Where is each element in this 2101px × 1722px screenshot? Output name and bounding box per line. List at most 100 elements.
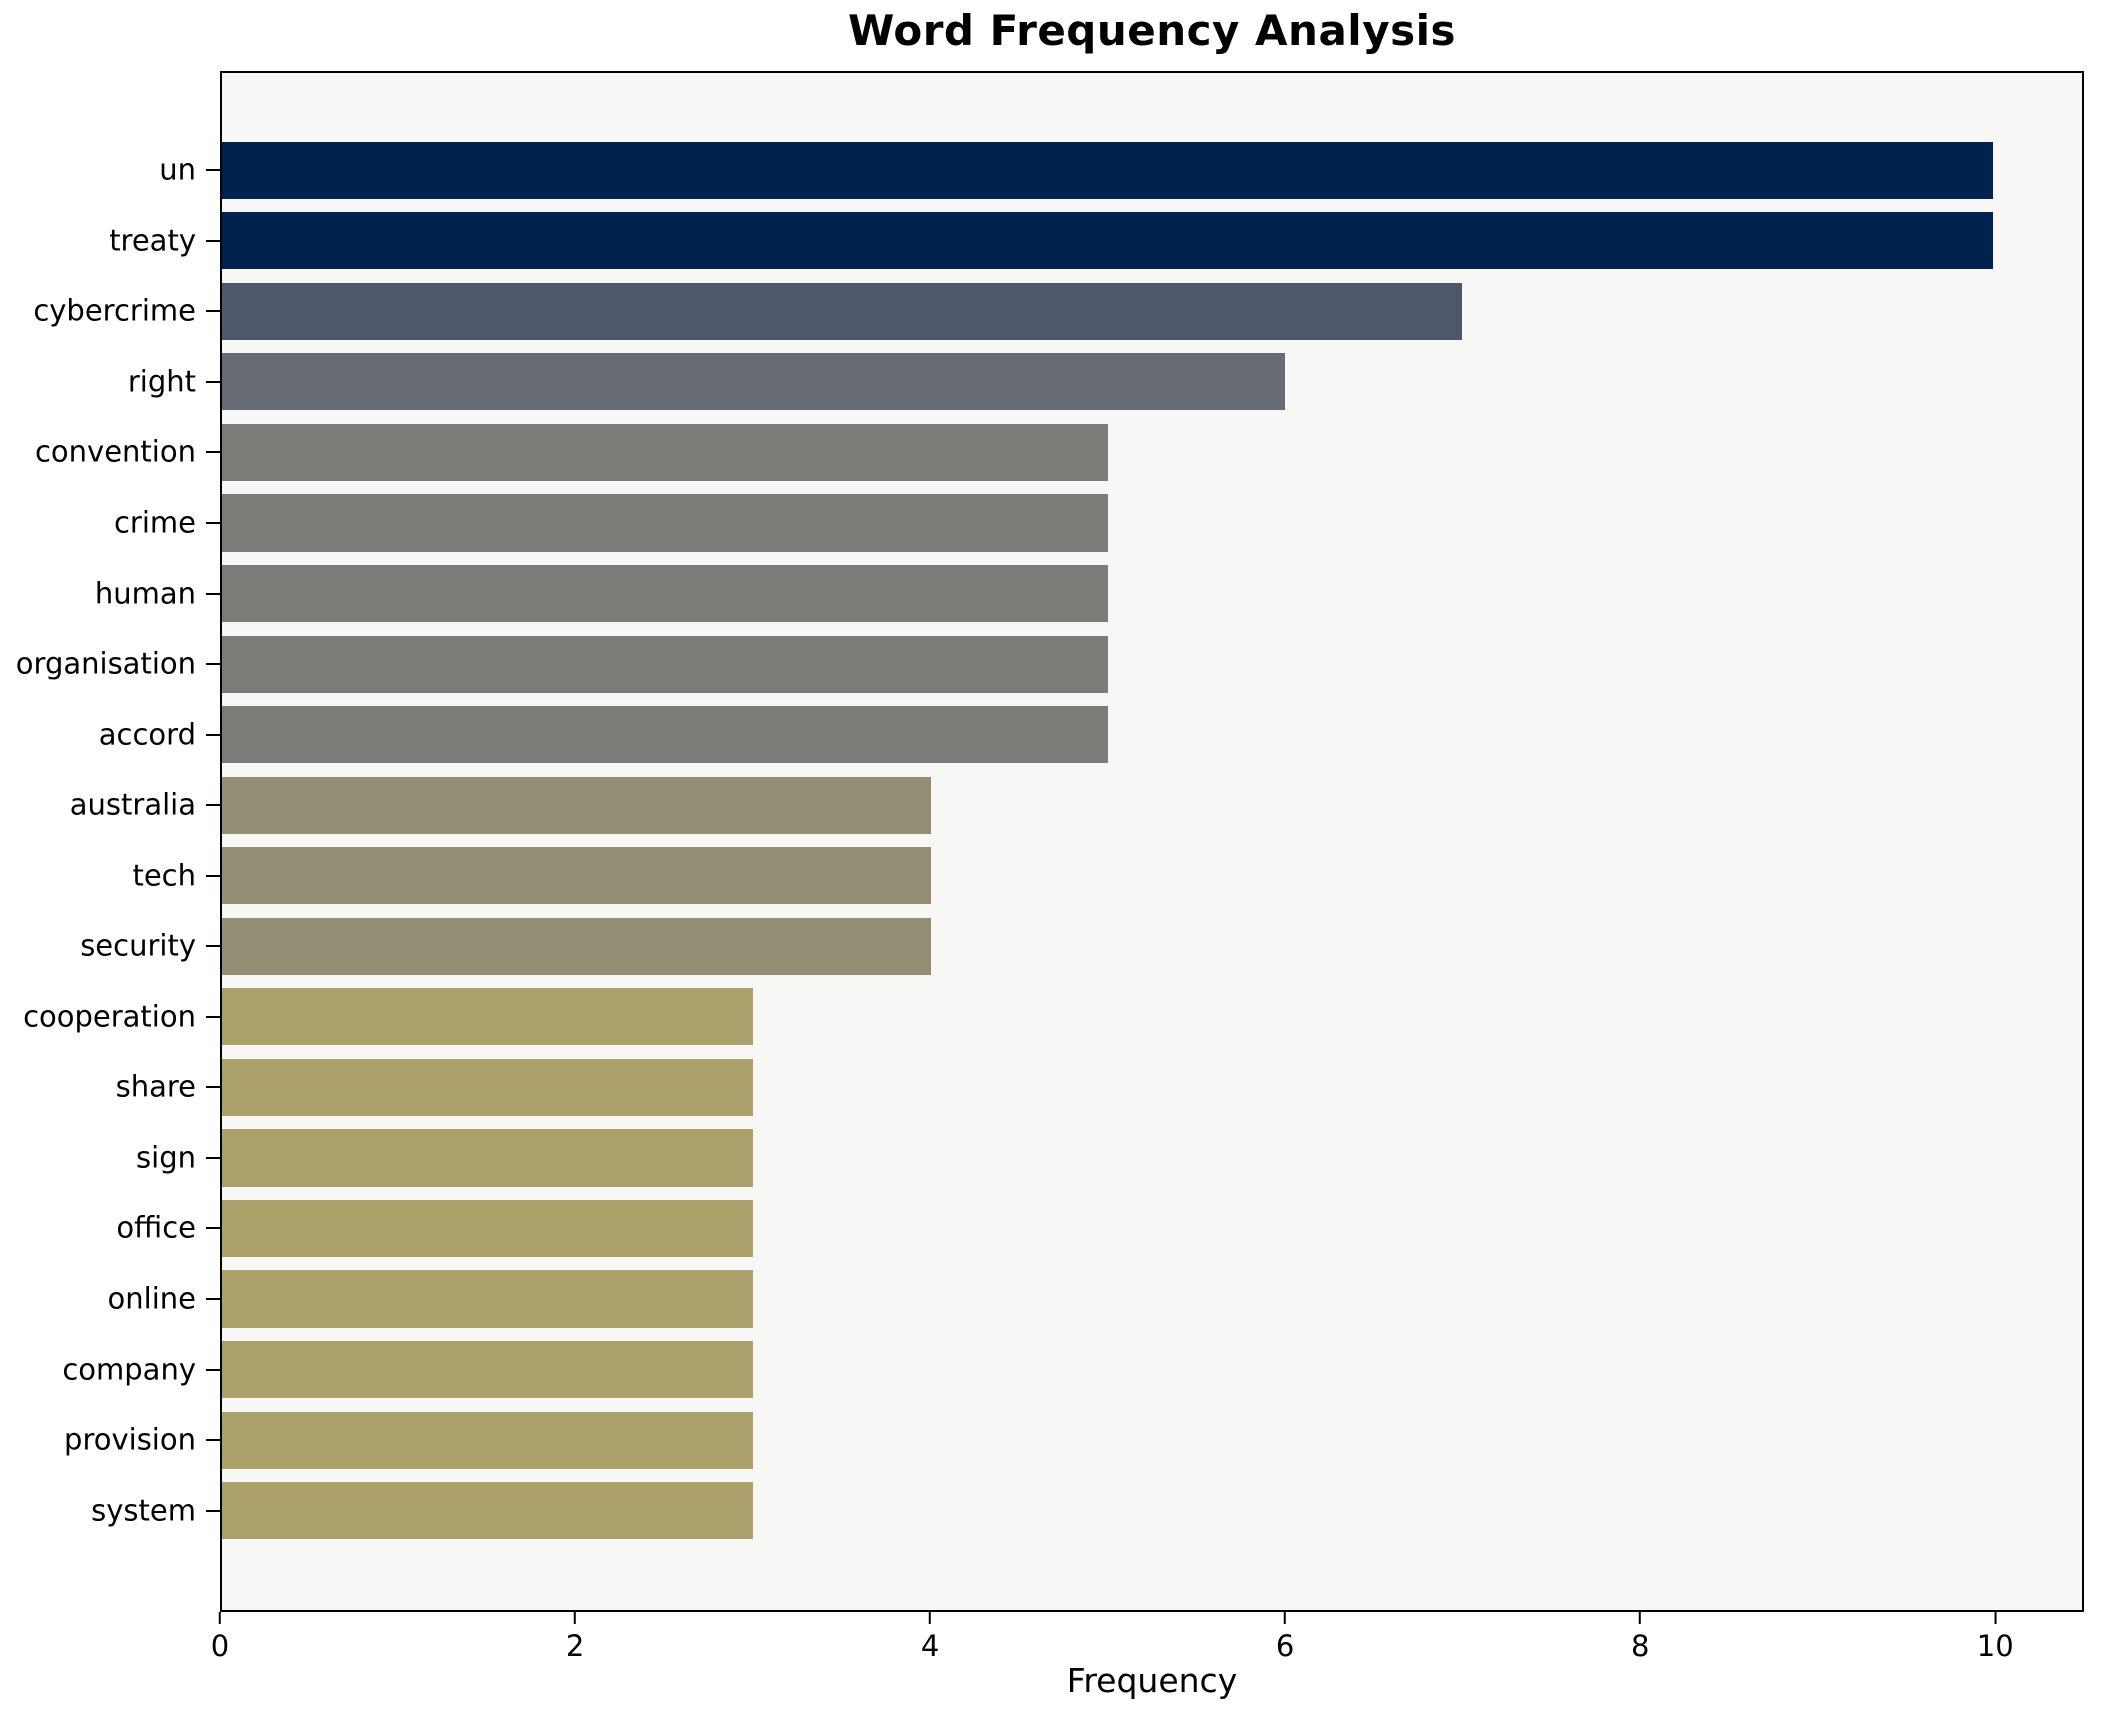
- bar-row: office: [116, 1193, 2082, 1264]
- bar-row: organisation: [16, 629, 2082, 700]
- bar-row: australia: [70, 770, 2082, 841]
- bar-row: right: [128, 347, 2082, 418]
- y-tick-mark: [206, 1509, 220, 1512]
- x-tick: 6: [1276, 1612, 1294, 1661]
- bar: [222, 1411, 754, 1469]
- bar: [222, 1058, 754, 1116]
- y-tick-mark: [206, 310, 220, 313]
- y-tick-mark: [206, 1439, 220, 1442]
- x-tick-label: 4: [920, 1629, 940, 1663]
- y-tick-label: company: [62, 1352, 196, 1387]
- x-tick-label: 10: [1976, 1629, 2014, 1663]
- y-tick-mark: [206, 169, 220, 172]
- y-tick-label: security: [80, 928, 196, 963]
- bar-row: security: [80, 911, 2082, 982]
- bar: [222, 917, 931, 975]
- bar-row: share: [116, 1052, 2082, 1123]
- bar-row: tech: [132, 840, 2082, 911]
- bar: [222, 353, 1285, 411]
- bar-row: un: [159, 135, 2082, 206]
- bar-row: cooperation: [23, 982, 2082, 1053]
- bar: [222, 1129, 754, 1187]
- y-tick-mark: [206, 380, 220, 383]
- y-tick-mark: [206, 1015, 220, 1018]
- y-tick-label: un: [159, 152, 196, 187]
- bar-row: sign: [136, 1123, 2082, 1194]
- y-tick-label: office: [116, 1210, 196, 1245]
- bar: [222, 847, 931, 905]
- y-tick-label: crime: [113, 505, 196, 540]
- y-tick-label: system: [91, 1493, 196, 1528]
- y-tick-label: accord: [98, 717, 196, 752]
- y-tick-label: australia: [69, 787, 196, 822]
- x-tick-label: 6: [1275, 1629, 1295, 1663]
- y-tick-mark: [206, 945, 220, 948]
- x-tick-label: 0: [210, 1629, 230, 1663]
- bars-container: un treaty cybercrime right convention crime hu…: [16, 135, 2082, 1546]
- x-tick-mark: [1994, 1612, 1997, 1624]
- x-axis: 0 2 4 6 8 10 Frequency: [211, 1612, 2084, 1722]
- chart-title: Word Frequency Analysis: [848, 6, 1456, 55]
- bar: [222, 1199, 754, 1258]
- y-tick-mark: [206, 874, 220, 877]
- bar: [222, 776, 931, 834]
- bar: [222, 635, 1108, 693]
- bar: [222, 988, 754, 1046]
- bar-row: company: [62, 1334, 2082, 1405]
- x-tick: 8: [1631, 1612, 1649, 1661]
- bar: [222, 706, 1108, 764]
- x-tick-mark: [574, 1612, 577, 1624]
- bar: [222, 1341, 754, 1399]
- y-tick-mark: [206, 804, 220, 807]
- bar-row: treaty: [109, 206, 2082, 277]
- bar-row: crime: [114, 488, 2082, 559]
- bar-row: provision: [64, 1405, 2082, 1476]
- x-tick-mark: [218, 1612, 221, 1624]
- bar-row: human: [95, 558, 2082, 629]
- y-tick-label: cooperation: [23, 999, 196, 1034]
- bar-row: accord: [99, 699, 2082, 770]
- x-tick: 4: [921, 1612, 939, 1661]
- y-tick-label: tech: [132, 858, 196, 893]
- bar: [222, 564, 1108, 623]
- y-tick-mark: [206, 592, 220, 595]
- bar-row: convention: [35, 417, 2082, 488]
- y-tick-label: convention: [34, 434, 196, 469]
- y-tick-mark: [206, 1227, 220, 1230]
- y-tick-mark: [206, 663, 220, 666]
- x-tick: 10: [1977, 1612, 2014, 1661]
- bar: [222, 141, 1994, 199]
- y-tick-label: sign: [136, 1140, 196, 1175]
- y-tick-mark: [206, 1368, 220, 1371]
- bar-row: system: [91, 1475, 2082, 1546]
- y-tick-mark: [206, 1298, 220, 1301]
- x-tick-label: 2: [565, 1629, 585, 1663]
- bar: [222, 494, 1108, 552]
- y-tick-mark: [206, 522, 220, 524]
- x-tick-label: 8: [1630, 1629, 1650, 1663]
- x-tick-mark: [929, 1612, 932, 1624]
- x-tick: 2: [566, 1612, 584, 1661]
- bar: [222, 212, 1994, 270]
- x-axis-label: Frequency: [1066, 1661, 1238, 1700]
- bar: [222, 1270, 754, 1328]
- y-tick-mark: [206, 239, 220, 242]
- y-tick-mark: [206, 1156, 220, 1159]
- y-tick-label: online: [107, 1281, 196, 1316]
- plot-area: un treaty cybercrime right convention crime hu…: [16, 71, 2084, 1612]
- bar: [222, 282, 1462, 340]
- x-tick-mark: [1284, 1612, 1287, 1624]
- x-tick: 0: [211, 1612, 229, 1661]
- y-tick-label: cybercrime: [33, 293, 196, 328]
- y-tick-label: right: [127, 364, 196, 399]
- y-tick-mark: [206, 451, 220, 454]
- y-tick-label: treaty: [109, 223, 196, 258]
- y-tick-label: human: [94, 576, 196, 611]
- bar: [222, 1482, 754, 1540]
- y-tick-label: provision: [64, 1422, 196, 1457]
- x-tick-mark: [1639, 1612, 1642, 1624]
- y-tick-label: share: [115, 1069, 196, 1104]
- y-tick-mark: [206, 1086, 220, 1089]
- y-tick-label: organisation: [15, 646, 196, 681]
